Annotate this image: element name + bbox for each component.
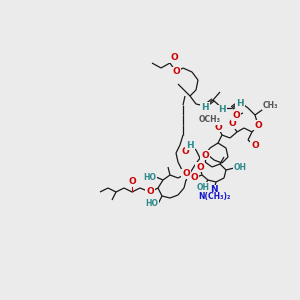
Text: HO: HO	[145, 200, 158, 208]
Text: HO: HO	[143, 172, 156, 182]
Text: H: H	[201, 103, 209, 112]
Text: O: O	[172, 68, 180, 76]
Text: N(CH₃)₂: N(CH₃)₂	[198, 193, 230, 202]
Text: H: H	[186, 140, 194, 149]
Text: O: O	[232, 112, 240, 121]
Text: O: O	[190, 173, 198, 182]
Text: O: O	[170, 53, 178, 62]
Text: OCH₃: OCH₃	[199, 116, 221, 124]
Text: OH: OH	[196, 182, 209, 191]
Text: O: O	[214, 122, 222, 131]
Text: N: N	[210, 185, 218, 194]
Text: O: O	[128, 178, 136, 187]
Text: O: O	[182, 169, 190, 178]
Text: O: O	[254, 121, 262, 130]
Text: H: H	[236, 98, 244, 107]
Text: O: O	[181, 148, 189, 157]
Text: H: H	[218, 106, 226, 115]
Text: OH: OH	[234, 164, 247, 172]
Text: O: O	[146, 188, 154, 196]
Text: O: O	[251, 142, 259, 151]
Text: CH₃: CH₃	[262, 100, 278, 109]
Text: O: O	[228, 119, 236, 128]
Text: O: O	[201, 151, 209, 160]
Text: O: O	[196, 163, 204, 172]
